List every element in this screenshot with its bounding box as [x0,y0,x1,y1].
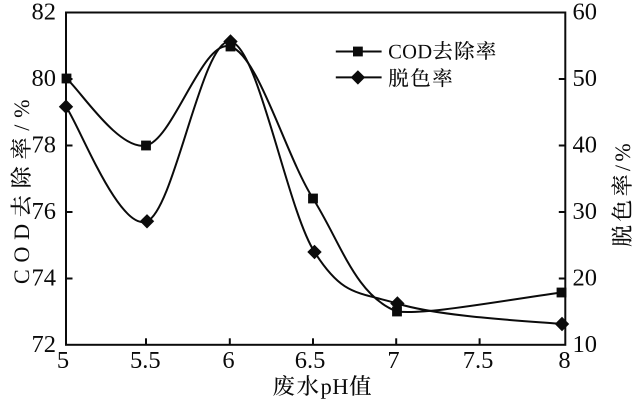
svg-text:80: 80 [32,65,57,92]
svg-text:50: 50 [573,65,598,92]
svg-text:78: 78 [32,132,57,159]
svg-text:82: 82 [32,0,57,26]
svg-text:74: 74 [32,265,57,292]
svg-text:30: 30 [573,198,598,225]
svg-text:20: 20 [573,265,598,292]
svg-text:76: 76 [32,198,57,225]
svg-text:8: 8 [558,347,570,374]
svg-text:7.5: 7.5 [463,347,494,374]
svg-text:40: 40 [573,132,598,159]
svg-text:5.5: 5.5 [130,347,161,374]
svg-text:6: 6 [222,347,234,374]
svg-text:5: 5 [57,347,69,374]
svg-text:72: 72 [32,331,57,358]
svg-text:6.5: 6.5 [295,347,326,374]
svg-text:60: 60 [573,0,598,26]
svg-text:10: 10 [573,331,598,358]
svg-text:7: 7 [387,347,399,374]
